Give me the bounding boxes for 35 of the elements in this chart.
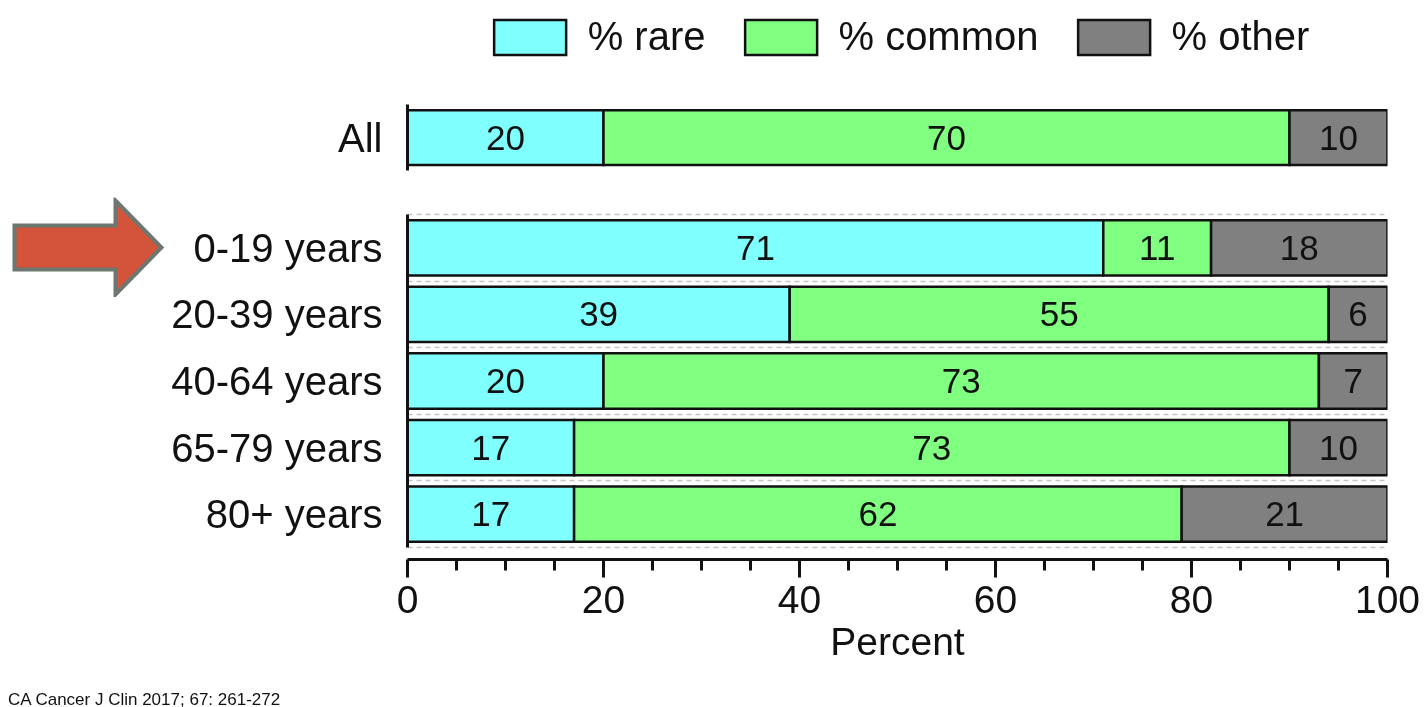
x-axis-title: Percent — [830, 619, 965, 663]
y-tick-label: All — [338, 115, 383, 160]
data-label: 71 — [735, 227, 775, 267]
data-label: 10 — [1319, 117, 1358, 157]
y-tick-label: 80+ years — [205, 492, 383, 537]
data-label: 73 — [941, 361, 981, 400]
y-tick-label: 65-79 years — [171, 425, 383, 470]
data-label: 73 — [912, 427, 952, 467]
data-label: 62 — [858, 494, 898, 534]
y-tick-label: 20-39 years — [171, 292, 383, 337]
legend-label: % common — [838, 14, 1039, 59]
data-label: 20 — [486, 361, 525, 400]
x-tick-label: 20 — [581, 577, 626, 621]
data-label: 55 — [1039, 294, 1079, 334]
data-label: 11 — [1139, 227, 1176, 267]
data-label: 7 — [1343, 361, 1363, 400]
x-tick-label: 100 — [1354, 577, 1421, 621]
data-label: 17 — [471, 427, 511, 467]
y-tick-label: 0-19 years — [193, 225, 383, 270]
data-label: 18 — [1279, 227, 1319, 267]
x-tick-label: 40 — [777, 577, 822, 621]
x-tick-label: 80 — [1169, 577, 1214, 621]
data-label: 20 — [486, 117, 525, 157]
data-label: 70 — [927, 117, 966, 157]
data-label: 6 — [1348, 294, 1368, 334]
data-label: 17 — [471, 494, 511, 534]
data-label: 21 — [1265, 494, 1305, 534]
x-tick-label: 0 — [396, 577, 419, 621]
y-tick-label: 40-64 years — [171, 359, 383, 403]
text: CA Cancer J Clin 2017; 67: 261-272 — [8, 689, 281, 707]
legend-label: % other — [1171, 14, 1310, 59]
data-label: 10 — [1319, 427, 1358, 467]
data-label: 39 — [579, 294, 619, 334]
legend-label: % rare — [587, 14, 706, 59]
x-tick-label: 60 — [973, 577, 1018, 621]
